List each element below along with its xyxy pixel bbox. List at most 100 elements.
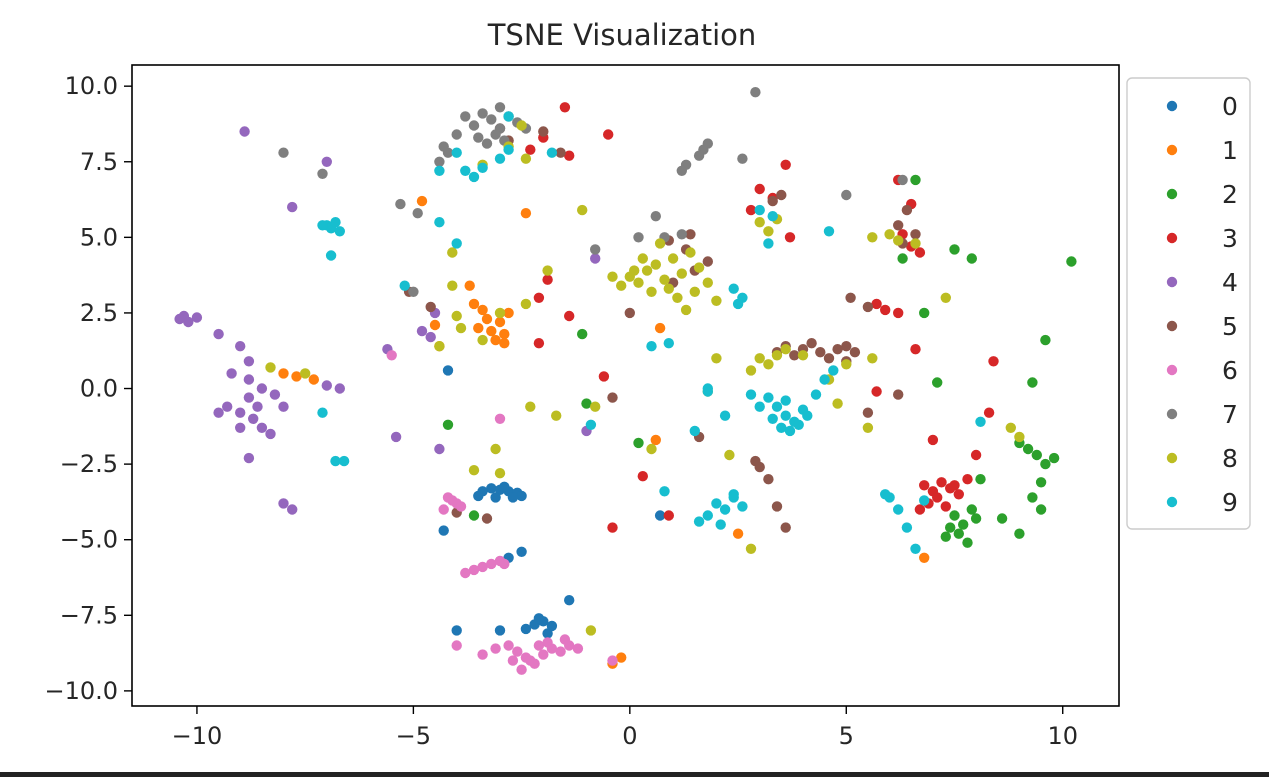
point-7-14	[494, 102, 506, 113]
point-4-23	[287, 504, 298, 515]
point-9-8	[802, 410, 813, 421]
point-8-26	[797, 350, 809, 361]
point-1-1	[481, 313, 493, 325]
point-9-17	[719, 504, 731, 515]
point-2-15	[1035, 504, 1047, 515]
point-2-14	[1027, 492, 1038, 503]
point-2-4	[962, 537, 973, 548]
point-8-63	[585, 625, 597, 636]
point-4-13	[248, 413, 259, 424]
point-9-56	[399, 280, 410, 291]
point-0-22	[654, 510, 666, 521]
point-8-33	[763, 226, 774, 237]
point-3-32	[533, 338, 545, 349]
point-5-6	[823, 353, 835, 364]
series-9	[317, 111, 986, 554]
point-9-22	[693, 516, 705, 527]
point-5-23	[776, 189, 787, 201]
point-8-56	[525, 401, 536, 412]
point-7-6	[473, 132, 484, 143]
point-4-21	[243, 452, 255, 464]
legend-item-2: 2	[1166, 180, 1238, 209]
point-5-5	[815, 347, 826, 358]
y-tick-label: 5.0	[80, 223, 118, 251]
point-4-2	[174, 313, 185, 325]
point-8-37	[893, 235, 904, 246]
point-9-31	[719, 410, 731, 421]
point-3-35	[598, 371, 610, 382]
point-5-11	[845, 292, 856, 303]
point-7-31	[395, 198, 406, 210]
point-2-16	[1066, 256, 1077, 267]
point-6-20	[486, 558, 497, 570]
point-7-2	[477, 108, 488, 119]
point-0-0	[486, 483, 497, 494]
point-9-23	[728, 489, 739, 500]
point-8-59	[265, 362, 276, 373]
point-9-62	[503, 111, 514, 122]
legend-marker	[1166, 276, 1178, 288]
point-8-5	[667, 253, 679, 264]
point-9-36	[767, 211, 778, 222]
point-0-14	[542, 628, 553, 639]
point-1-12	[291, 371, 302, 382]
point-0-8	[473, 490, 484, 502]
point-2-6	[970, 513, 982, 524]
point-9-33	[728, 283, 739, 294]
point-9-57	[434, 217, 445, 228]
point-9-16	[711, 498, 722, 509]
legend-marker	[1166, 320, 1178, 332]
y-tick-label: −7.5	[60, 601, 118, 629]
point-1-5	[473, 322, 484, 334]
point-6-11	[490, 643, 501, 654]
series-6	[386, 350, 618, 675]
point-5-26	[555, 147, 566, 158]
point-2-0	[949, 510, 960, 521]
series-7	[278, 87, 908, 297]
point-4-17	[252, 401, 263, 412]
point-5-42	[481, 513, 493, 524]
legend-item-3: 3	[1166, 224, 1238, 253]
point-3-22	[880, 304, 891, 316]
point-4-6	[243, 356, 255, 367]
point-4-36	[434, 443, 445, 455]
point-1-13	[308, 374, 319, 385]
y-tick-label: −2.5	[60, 450, 118, 478]
bottom-border	[0, 772, 1269, 777]
point-7-1	[468, 120, 480, 131]
point-4-25	[334, 383, 345, 394]
point-9-63	[546, 147, 558, 158]
point-4-11	[222, 401, 233, 412]
point-2-1	[958, 519, 969, 530]
point-8-9	[637, 253, 648, 264]
point-7-27	[897, 174, 908, 186]
point-8-35	[867, 232, 878, 243]
point-3-17	[780, 159, 791, 170]
legend-marker	[1166, 496, 1178, 508]
point-5-18	[763, 474, 774, 485]
legend-label: 6	[1222, 356, 1238, 385]
legend-marker	[1166, 188, 1178, 200]
point-7-19	[702, 138, 713, 149]
point-5-22	[767, 195, 778, 207]
legend-label: 8	[1222, 444, 1238, 473]
point-8-51	[451, 310, 462, 322]
point-3-7	[940, 501, 951, 512]
point-3-40	[970, 449, 982, 461]
point-8-32	[754, 217, 765, 228]
point-1-20	[416, 195, 428, 207]
point-6-15	[572, 643, 584, 654]
point-5-7	[832, 344, 843, 355]
point-8-25	[745, 365, 757, 376]
point-9-27	[910, 543, 921, 554]
point-3-28	[603, 129, 614, 140]
point-8-4	[659, 274, 670, 285]
point-5-41	[425, 301, 436, 313]
point-5-4	[806, 338, 817, 349]
point-8-62	[590, 401, 601, 412]
point-7-23	[650, 211, 661, 222]
y-tick-label: 2.5	[80, 299, 118, 327]
point-1-9	[464, 280, 475, 291]
point-9-21	[715, 519, 726, 530]
point-1-2	[486, 325, 497, 337]
